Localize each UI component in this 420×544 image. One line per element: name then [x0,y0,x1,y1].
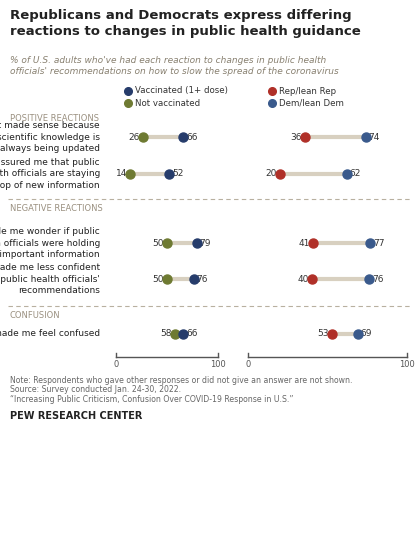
Text: 79: 79 [200,238,211,248]
Text: 66: 66 [186,133,198,141]
Text: It made sense because
scientific knowledge is
always being updated: It made sense because scientific knowled… [0,121,100,153]
Text: 52: 52 [172,170,184,178]
Text: 36: 36 [291,133,302,141]
Text: NEGATIVE REACTIONS: NEGATIVE REACTIONS [10,204,103,213]
Text: 100: 100 [210,360,226,369]
Text: CONFUSION: CONFUSION [10,311,60,320]
Text: 62: 62 [349,170,361,178]
Text: PEW RESEARCH CENTER: PEW RESEARCH CENTER [10,411,142,421]
Text: Republicans and Democrats express differing
reactions to changes in public healt: Republicans and Democrats express differ… [10,9,361,38]
Text: Not vaccinated: Not vaccinated [135,98,200,108]
Text: It made me feel confused: It made me feel confused [0,330,100,338]
Text: It made me wonder if public
health officials were holding
back important informa: It made me wonder if public health offic… [0,227,100,258]
Text: Source: Survey conducted Jan. 24-30, 2022.: Source: Survey conducted Jan. 24-30, 202… [10,386,181,394]
Text: 76: 76 [372,275,383,283]
Text: 20: 20 [265,170,277,178]
Text: 26: 26 [128,133,139,141]
Text: Rep/lean Rep: Rep/lean Rep [279,86,336,96]
Text: % of U.S. adults who've had each reaction to changes in public health
officials': % of U.S. adults who've had each reactio… [10,56,339,76]
Text: 100: 100 [399,360,415,369]
Text: 0: 0 [113,360,118,369]
Text: 0: 0 [245,360,251,369]
Text: 77: 77 [373,238,385,248]
Text: 66: 66 [186,330,198,338]
Text: 50: 50 [152,275,164,283]
Text: 58: 58 [161,330,172,338]
Text: Vaccinated (1+ dose): Vaccinated (1+ dose) [135,86,228,96]
Text: 69: 69 [361,330,372,338]
Text: 53: 53 [318,330,329,338]
Text: Note: Respondents who gave other responses or did not give an answer are not sho: Note: Respondents who gave other respons… [10,376,352,385]
Text: 74: 74 [369,133,380,141]
Text: Dem/lean Dem: Dem/lean Dem [279,98,344,108]
Text: It made me less confident
in public health officials'
recommendations: It made me less confident in public heal… [0,263,100,295]
Text: 40: 40 [297,275,309,283]
Text: 76: 76 [197,275,208,283]
Text: It reassured me that public
health officials are staying
on top of new informati: It reassured me that public health offic… [0,158,100,190]
Text: “Increasing Public Criticism, Confusion Over COVID-19 Response in U.S.”: “Increasing Public Criticism, Confusion … [10,395,294,404]
Text: 41: 41 [299,238,310,248]
Text: POSITIVE REACTIONS: POSITIVE REACTIONS [10,114,99,123]
Text: 50: 50 [152,238,164,248]
Text: 14: 14 [116,170,127,178]
